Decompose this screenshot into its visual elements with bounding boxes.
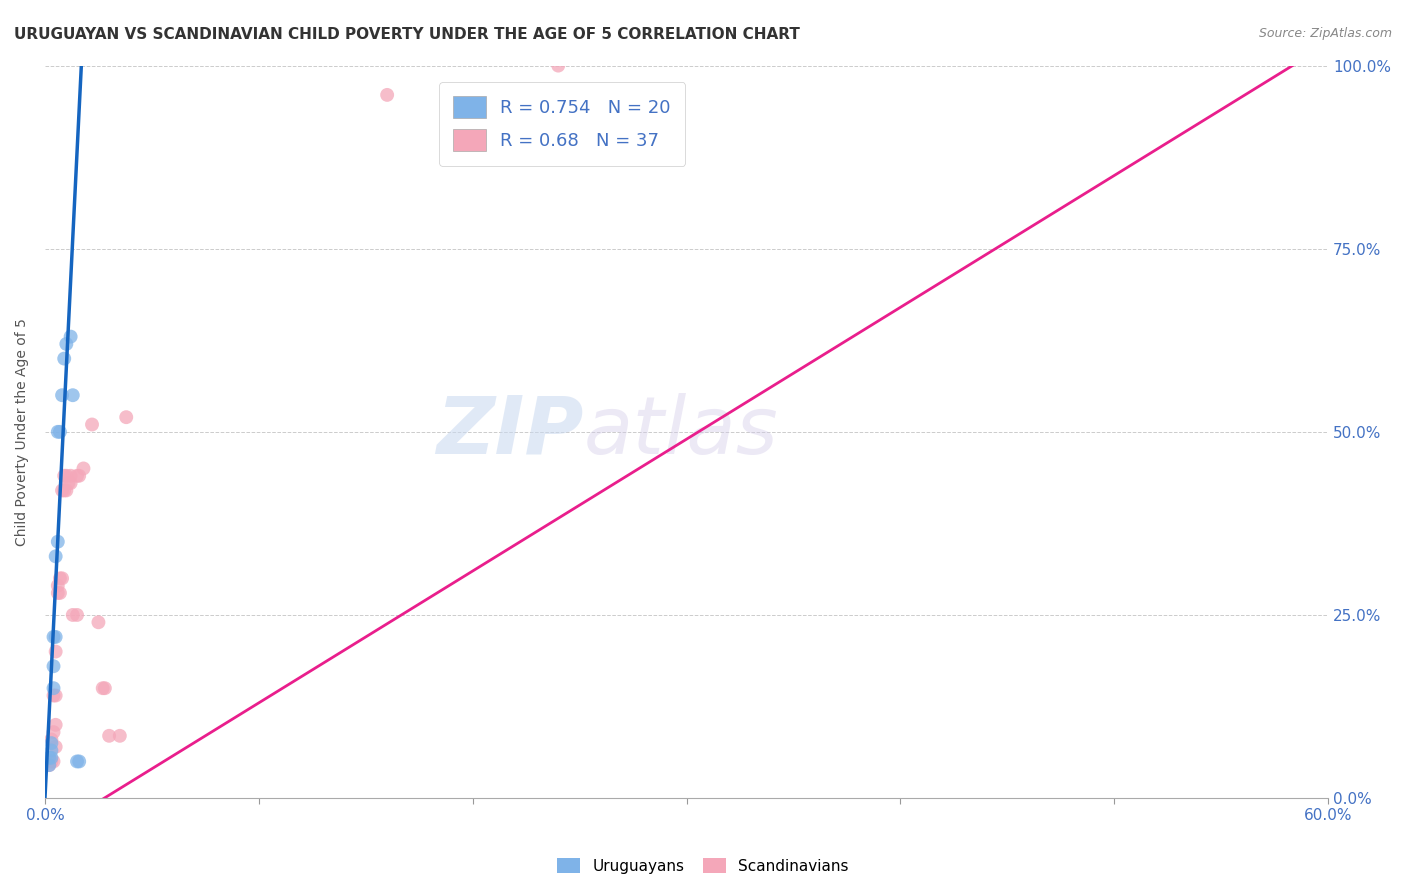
Point <box>46 425 69 439</box>
Point <box>66 468 89 483</box>
Point <box>42 689 65 703</box>
Point <box>49 571 72 585</box>
Legend: R = 0.754   N = 20, R = 0.68   N = 37: R = 0.754 N = 20, R = 0.68 N = 37 <box>439 82 685 166</box>
Point <box>46 579 69 593</box>
Point <box>87 615 110 630</box>
Point <box>55 483 77 498</box>
Point <box>45 718 67 732</box>
Point <box>41 751 63 765</box>
Point <box>46 534 69 549</box>
Point <box>62 388 84 402</box>
Point <box>45 644 67 658</box>
Text: ZIP: ZIP <box>436 392 583 471</box>
Point <box>59 329 82 343</box>
Point <box>38 758 60 772</box>
Point <box>41 732 63 747</box>
Text: Source: ZipAtlas.com: Source: ZipAtlas.com <box>1258 27 1392 40</box>
Point <box>58 476 80 491</box>
Point <box>42 630 65 644</box>
Point <box>80 417 103 432</box>
Point <box>42 681 65 696</box>
Point <box>45 630 67 644</box>
Point <box>547 59 569 73</box>
Point <box>53 468 76 483</box>
Point <box>59 468 82 483</box>
Point <box>38 758 60 772</box>
Point <box>115 410 138 425</box>
Point <box>51 571 73 585</box>
Text: atlas: atlas <box>583 392 779 471</box>
Point <box>53 483 76 498</box>
Point <box>91 681 114 696</box>
Y-axis label: Child Poverty Under the Age of 5: Child Poverty Under the Age of 5 <box>15 318 30 546</box>
Point <box>53 351 76 366</box>
Point <box>375 87 398 102</box>
Point <box>51 483 73 498</box>
Point <box>108 729 131 743</box>
Point <box>49 586 72 600</box>
Text: URUGUAYAN VS SCANDINAVIAN CHILD POVERTY UNDER THE AGE OF 5 CORRELATION CHART: URUGUAYAN VS SCANDINAVIAN CHILD POVERTY … <box>14 27 800 42</box>
Point <box>62 607 84 622</box>
Point <box>41 755 63 769</box>
Point <box>49 425 72 439</box>
Point <box>51 388 73 402</box>
Point <box>67 755 90 769</box>
Point <box>41 736 63 750</box>
Point <box>46 586 69 600</box>
Point <box>98 729 121 743</box>
Point <box>45 689 67 703</box>
Point <box>38 751 60 765</box>
Legend: Uruguayans, Scandinavians: Uruguayans, Scandinavians <box>551 852 855 880</box>
Point <box>72 461 94 475</box>
Point <box>94 681 117 696</box>
Point <box>41 743 63 757</box>
Point <box>45 739 67 754</box>
Point <box>55 468 77 483</box>
Point <box>42 725 65 739</box>
Point <box>67 468 90 483</box>
Point <box>66 607 89 622</box>
Point <box>59 476 82 491</box>
Point <box>66 755 89 769</box>
Point <box>55 337 77 351</box>
Point <box>42 755 65 769</box>
Point <box>45 549 67 564</box>
Point <box>42 659 65 673</box>
